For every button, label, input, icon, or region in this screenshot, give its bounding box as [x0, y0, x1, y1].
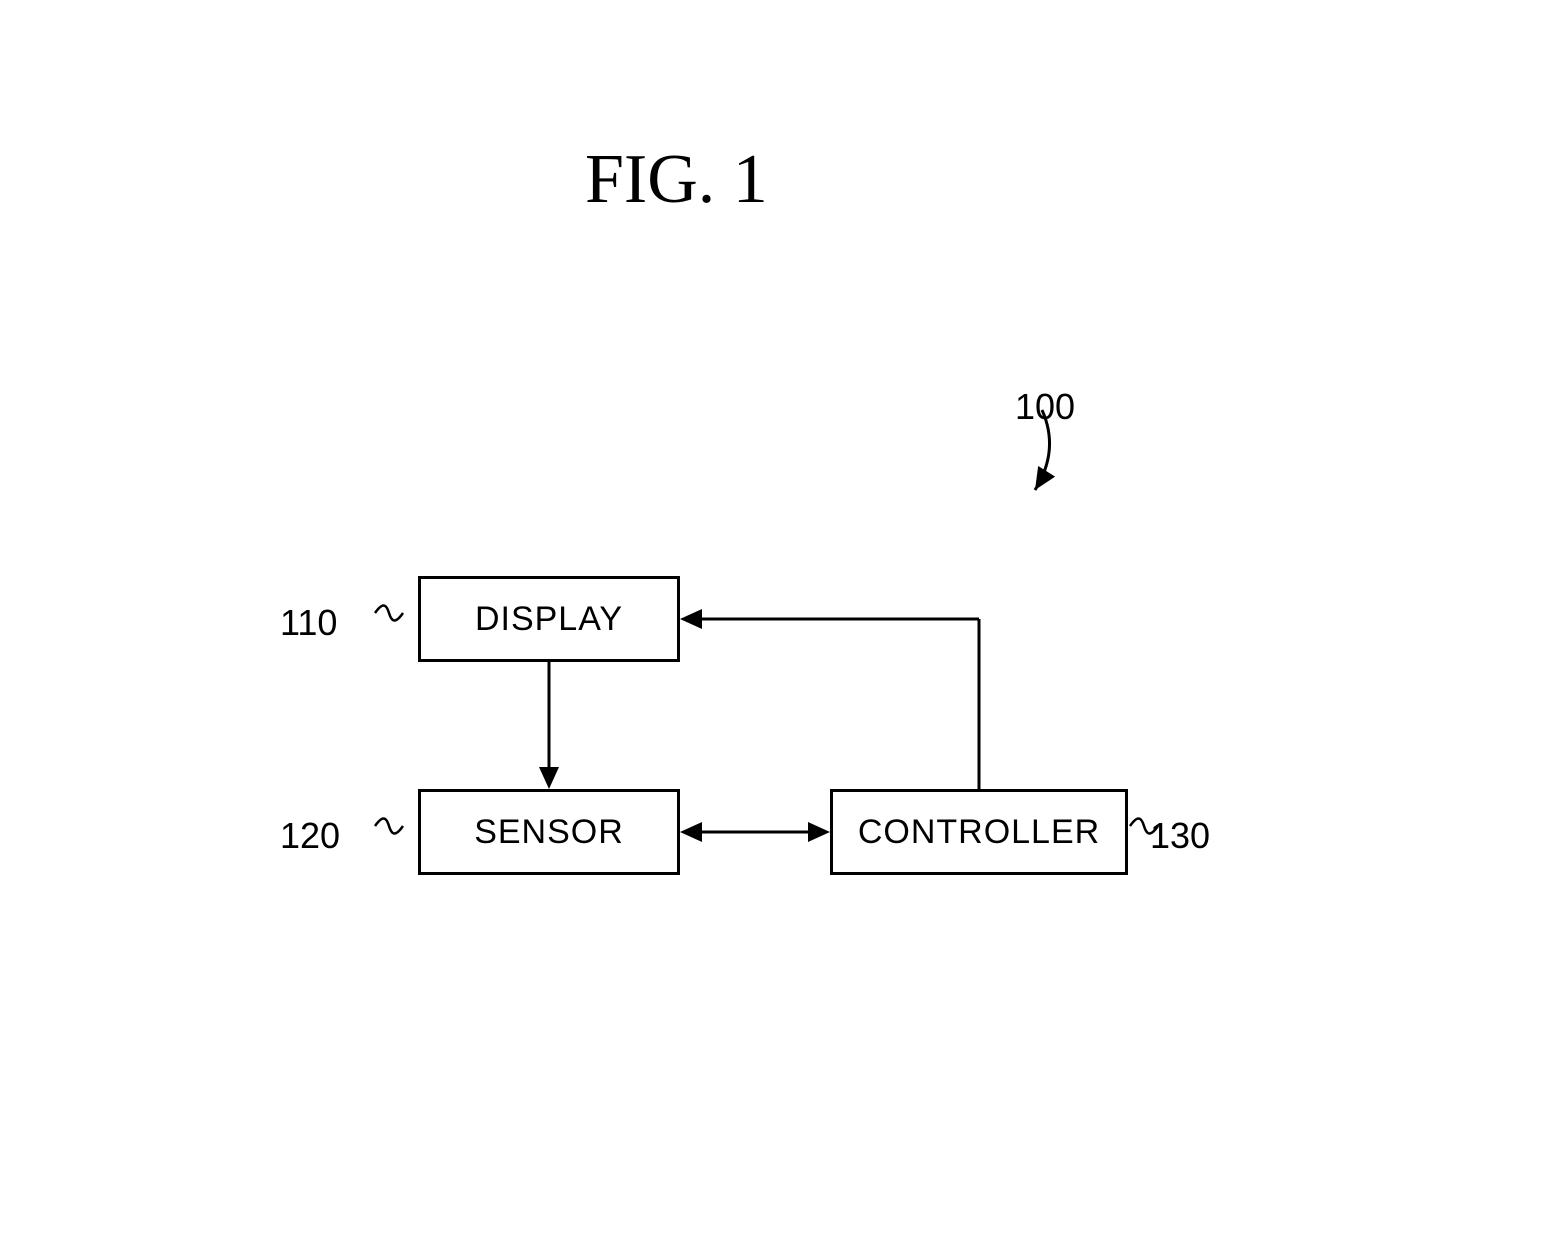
ref-label-100: 100: [1015, 386, 1075, 428]
ref-label-110: 110: [280, 602, 337, 644]
sensor-block-label: SENSOR: [474, 813, 624, 852]
leader-tilde-120: [372, 811, 406, 850]
controller-block: CONTROLLER: [830, 789, 1128, 875]
leader-tilde-130: [1127, 811, 1161, 850]
sensor-block: SENSOR: [418, 789, 680, 875]
controller-block-label: CONTROLLER: [858, 813, 1100, 852]
diagram-arrows: [0, 0, 1560, 1246]
leader-tilde-110: [372, 598, 406, 637]
figure-title: FIG. 1: [585, 140, 768, 220]
display-block: DISPLAY: [418, 576, 680, 662]
ref-label-120: 120: [280, 815, 340, 857]
display-block-label: DISPLAY: [475, 600, 623, 639]
